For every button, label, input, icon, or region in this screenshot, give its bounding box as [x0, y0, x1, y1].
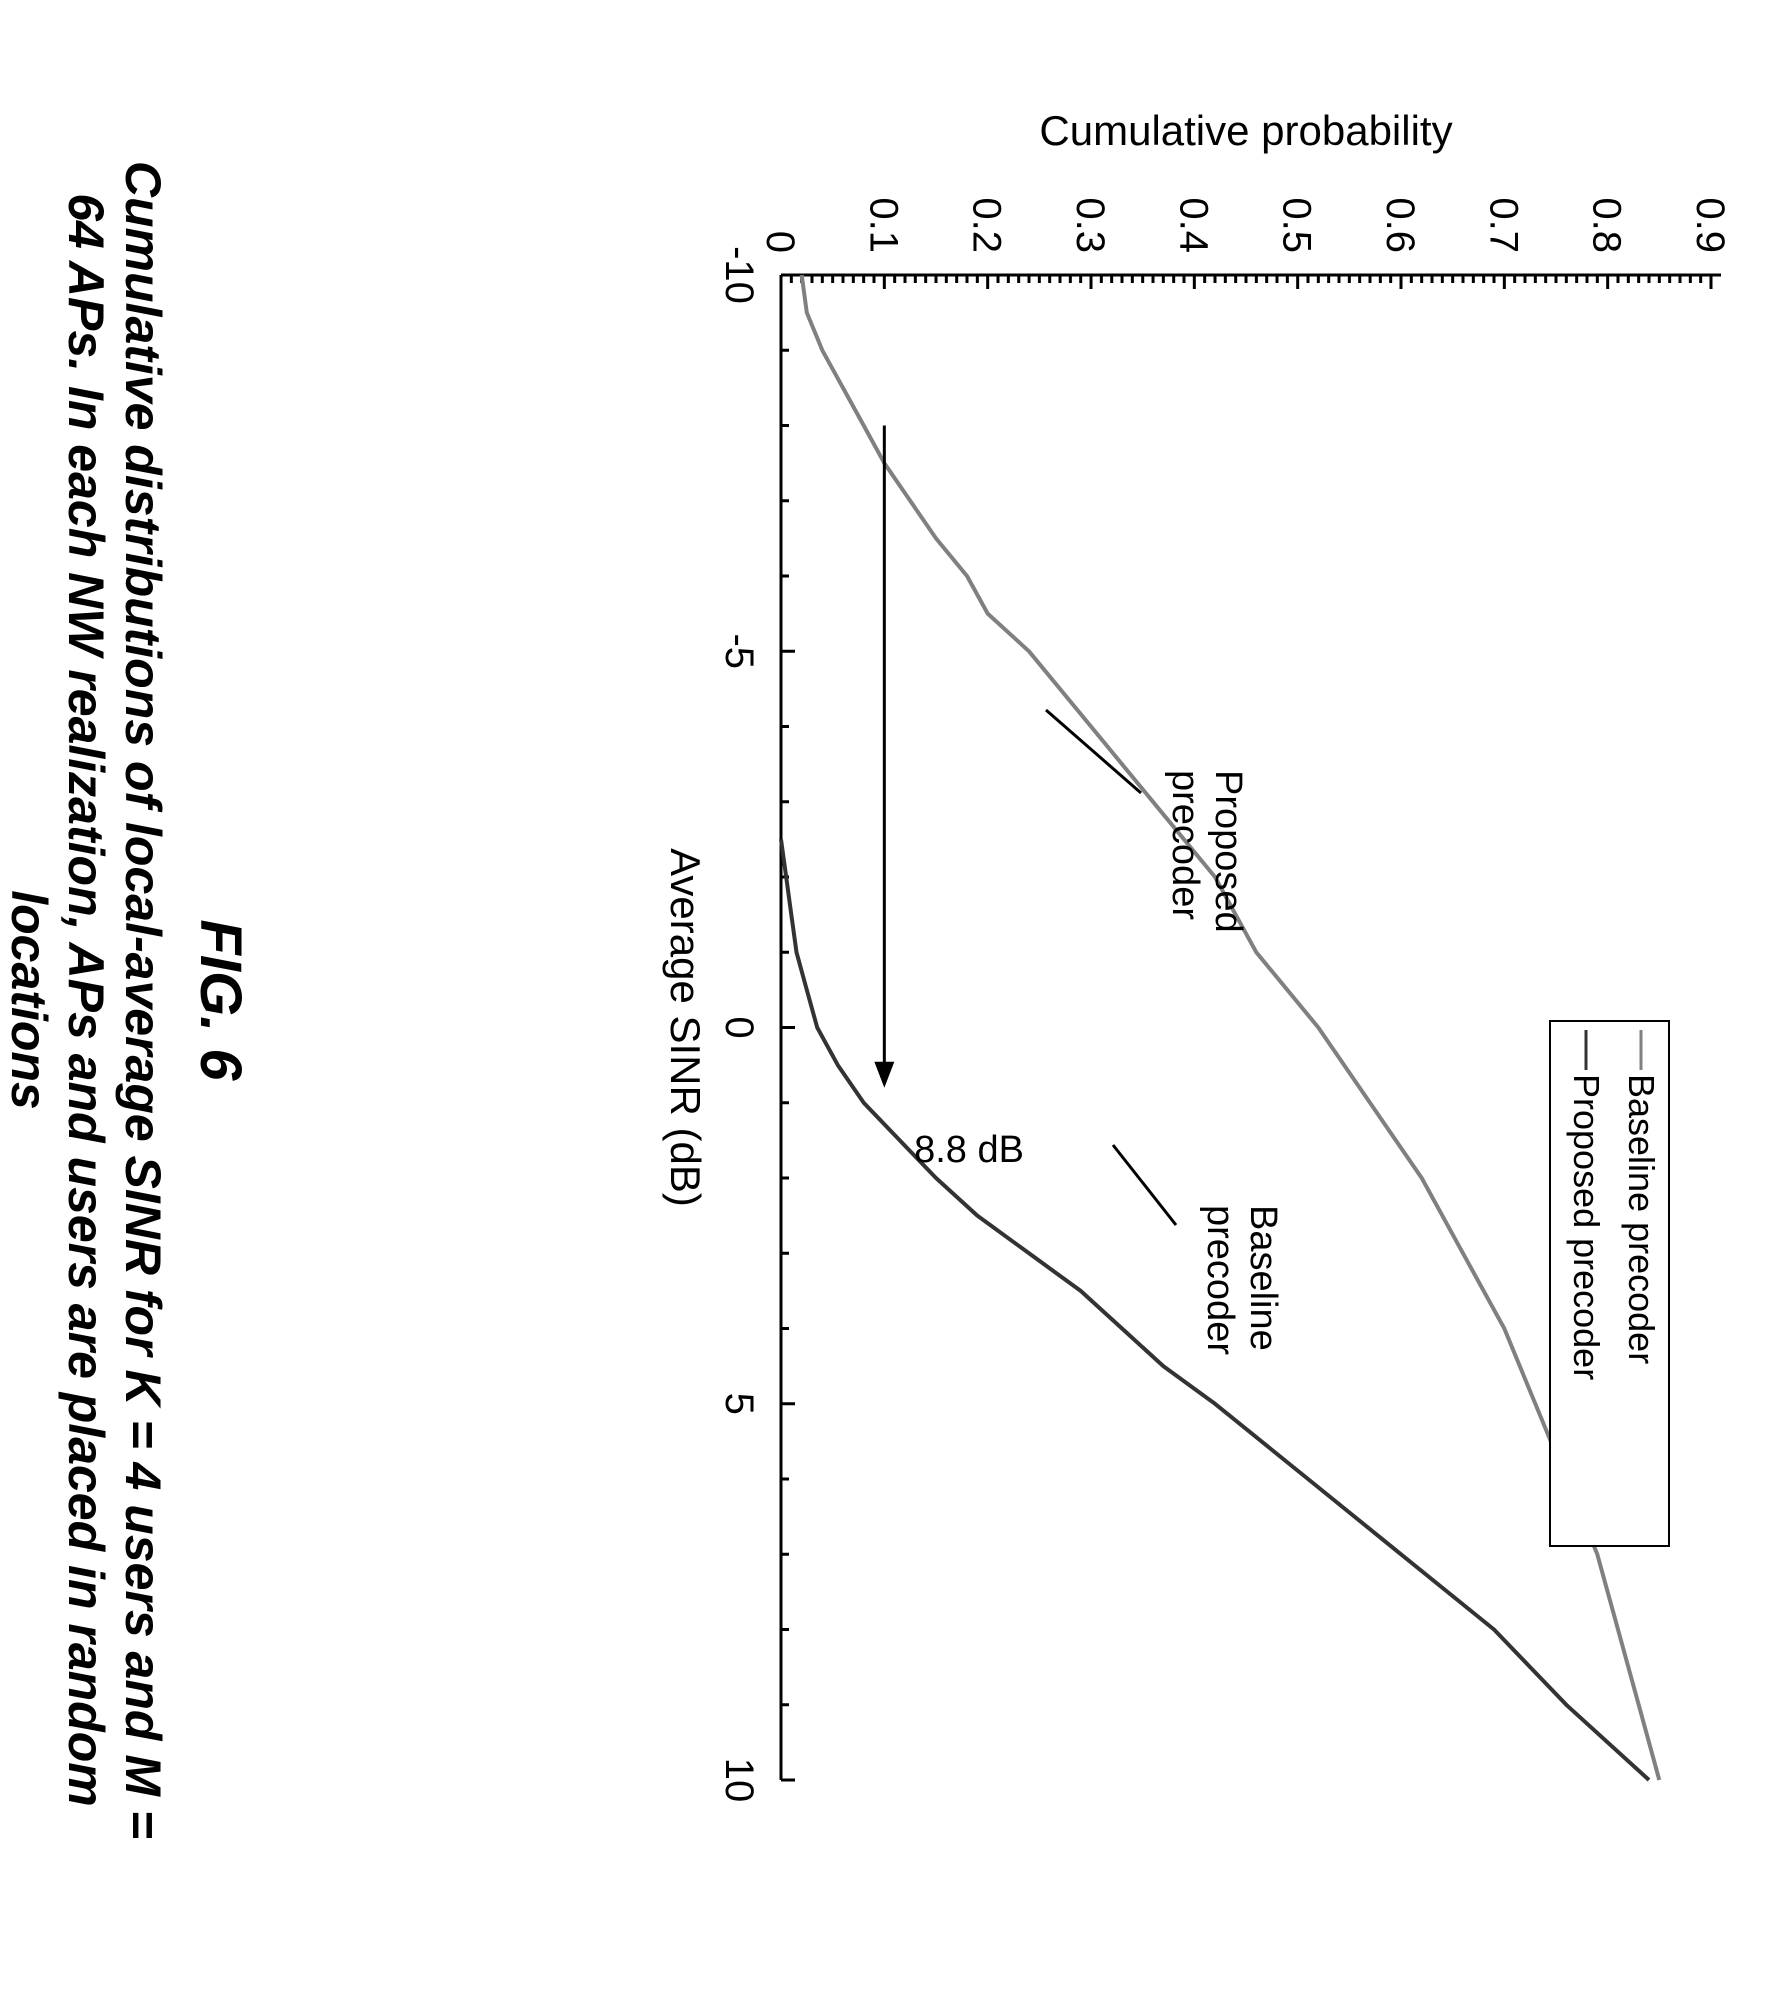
- y-tick-label: 0.4: [1171, 197, 1215, 253]
- legend-box: [1549, 1020, 1670, 1547]
- x-tick-label: -10: [717, 246, 761, 304]
- figure-caption-block: FIG. 6 Cumulative distributions of local…: [1, 161, 253, 1839]
- annotations: Baseline precoder Proposed precoder 8.8 …: [874, 425, 1284, 1355]
- x-tick-label: 5: [717, 1393, 761, 1415]
- annotation-gap-arrowhead: [874, 1061, 895, 1088]
- series-line-proposed: [779, 839, 1651, 1782]
- y-tick-label: 0.3: [1068, 197, 1112, 253]
- caption-line-3: locations: [1, 890, 57, 1109]
- x-tick-label: -5: [717, 633, 761, 669]
- caption-line-2: 64 APs. In each NW realization, APs and …: [58, 193, 114, 1806]
- caption-line-1: Cumulative distributions of local-averag…: [115, 161, 171, 1839]
- y-tick-label: 0.6: [1378, 197, 1422, 253]
- x-tick-label: 0: [717, 1016, 761, 1038]
- y-tick-label: 0.7: [1481, 197, 1525, 253]
- legend: Baseline precoder Proposed precoder: [1549, 1020, 1670, 1547]
- x-axis-title: Average SINR (dB): [662, 848, 709, 1207]
- annotation-baseline-line2: precoder: [1199, 1205, 1241, 1355]
- annotation-baseline-line1: Baseline: [1242, 1205, 1284, 1351]
- y-axis-title: Cumulative probability: [1039, 107, 1452, 154]
- y-tick-label: 0.1: [861, 197, 905, 253]
- y-tick-label: 0.8: [1585, 197, 1629, 253]
- annotation-gap-label: 8.8 dB: [914, 1129, 1024, 1171]
- plot-area: [779, 274, 1662, 1782]
- series-line-baseline: [799, 274, 1662, 1781]
- y-tick-label: 0.2: [965, 197, 1009, 253]
- annotation-proposed-line2: precoder: [1164, 770, 1206, 920]
- legend-label-proposed: Proposed precoder: [1566, 1074, 1607, 1380]
- y-tick-label: 0: [758, 231, 802, 253]
- y-tick-label: 0.5: [1275, 197, 1319, 253]
- y-tick-label: 0.9: [1688, 197, 1732, 253]
- figure-number: FIG. 6: [188, 919, 253, 1081]
- axes: -10 -5 0 5 10 0 0.1 0.2 0.3 0.4 0.5 0.6 0.7 0.8 0.9 Ave…: [662, 107, 1732, 1802]
- x-tick-label: 10: [717, 1758, 761, 1803]
- legend-label-baseline: Baseline precoder: [1621, 1074, 1662, 1364]
- annotation-proposed-line1: Proposed: [1207, 770, 1249, 933]
- annotation-proposed-leader: [1045, 708, 1142, 795]
- annotation-baseline-leader: [1111, 1144, 1178, 1226]
